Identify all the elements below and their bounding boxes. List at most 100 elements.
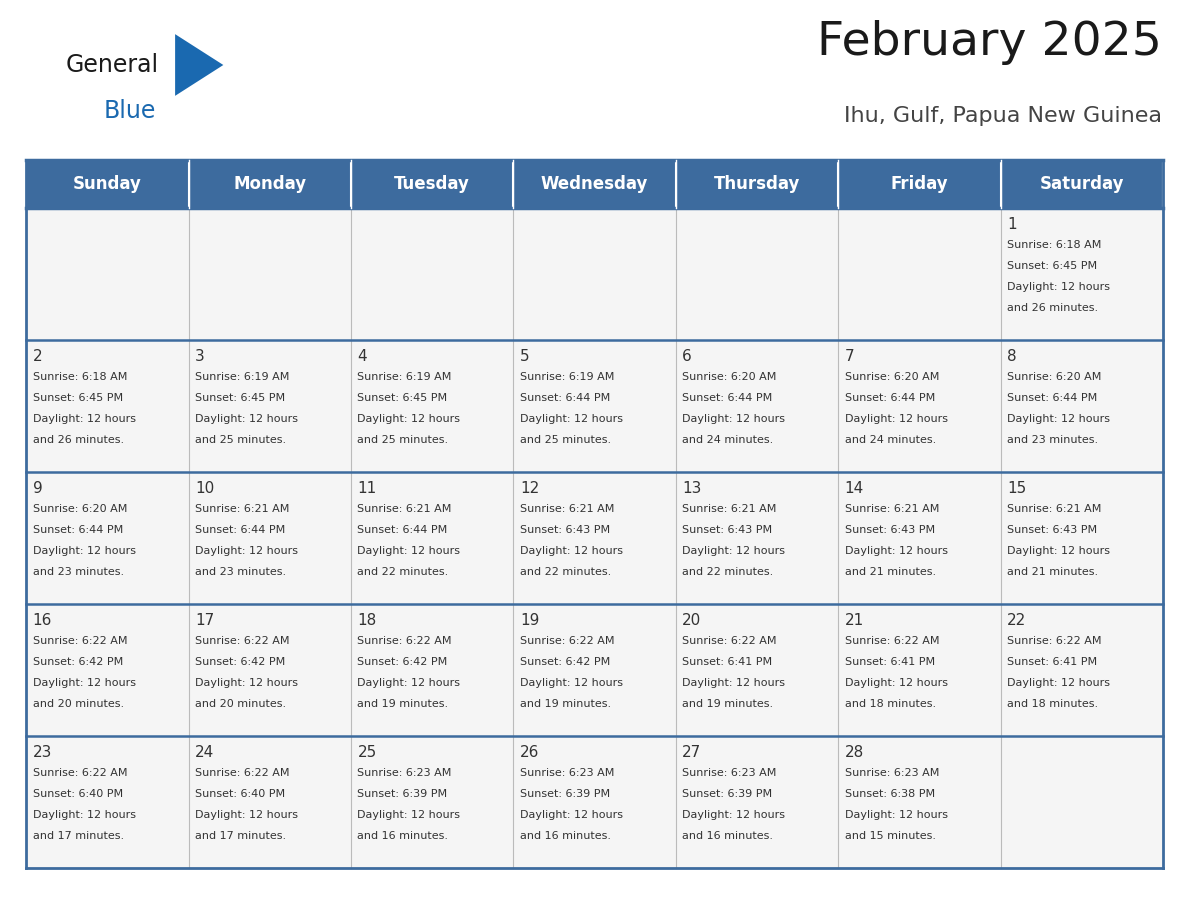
Text: and 16 minutes.: and 16 minutes. — [682, 831, 773, 841]
FancyBboxPatch shape — [513, 340, 676, 472]
Text: Sunset: 6:42 PM: Sunset: 6:42 PM — [520, 656, 611, 666]
Text: Sunrise: 6:22 AM: Sunrise: 6:22 AM — [195, 635, 290, 645]
Text: 23: 23 — [32, 744, 52, 760]
Text: Sunrise: 6:20 AM: Sunrise: 6:20 AM — [1007, 372, 1101, 382]
Text: Daylight: 12 hours: Daylight: 12 hours — [520, 414, 623, 424]
Text: Sunrise: 6:23 AM: Sunrise: 6:23 AM — [358, 767, 451, 778]
FancyBboxPatch shape — [26, 472, 189, 604]
Text: Daylight: 12 hours: Daylight: 12 hours — [195, 546, 298, 556]
Text: Thursday: Thursday — [714, 174, 801, 193]
FancyBboxPatch shape — [839, 207, 1000, 340]
Text: Sunset: 6:43 PM: Sunset: 6:43 PM — [520, 525, 609, 535]
Text: and 25 minutes.: and 25 minutes. — [358, 435, 449, 445]
Text: 19: 19 — [520, 613, 539, 628]
Text: Sunset: 6:42 PM: Sunset: 6:42 PM — [358, 656, 448, 666]
FancyBboxPatch shape — [350, 604, 513, 735]
Text: 8: 8 — [1007, 349, 1017, 364]
Text: Daylight: 12 hours: Daylight: 12 hours — [682, 414, 785, 424]
Text: Sunset: 6:45 PM: Sunset: 6:45 PM — [195, 393, 285, 403]
Text: and 24 minutes.: and 24 minutes. — [845, 435, 936, 445]
Text: Sunset: 6:42 PM: Sunset: 6:42 PM — [32, 656, 122, 666]
FancyBboxPatch shape — [350, 472, 513, 604]
FancyBboxPatch shape — [1000, 604, 1163, 735]
Text: and 21 minutes.: and 21 minutes. — [1007, 567, 1098, 577]
Text: Ihu, Gulf, Papua New Guinea: Ihu, Gulf, Papua New Guinea — [843, 106, 1162, 126]
Text: 28: 28 — [845, 744, 864, 760]
Text: Sunrise: 6:19 AM: Sunrise: 6:19 AM — [195, 372, 290, 382]
Text: Sunset: 6:43 PM: Sunset: 6:43 PM — [1007, 525, 1098, 535]
Text: Wednesday: Wednesday — [541, 174, 649, 193]
Text: Sunset: 6:39 PM: Sunset: 6:39 PM — [358, 789, 448, 799]
Text: and 20 minutes.: and 20 minutes. — [32, 699, 124, 709]
Text: Daylight: 12 hours: Daylight: 12 hours — [520, 546, 623, 556]
Text: Sunrise: 6:20 AM: Sunrise: 6:20 AM — [32, 504, 127, 514]
FancyBboxPatch shape — [513, 160, 676, 207]
Text: and 23 minutes.: and 23 minutes. — [32, 567, 124, 577]
Text: 20: 20 — [682, 613, 702, 628]
Text: 11: 11 — [358, 481, 377, 496]
Text: and 16 minutes.: and 16 minutes. — [358, 831, 448, 841]
FancyBboxPatch shape — [676, 735, 839, 868]
Text: Daylight: 12 hours: Daylight: 12 hours — [1007, 677, 1110, 688]
FancyBboxPatch shape — [676, 207, 839, 340]
Text: Sunrise: 6:23 AM: Sunrise: 6:23 AM — [845, 767, 939, 778]
Text: and 20 minutes.: and 20 minutes. — [195, 699, 286, 709]
Text: and 16 minutes.: and 16 minutes. — [520, 831, 611, 841]
Text: and 17 minutes.: and 17 minutes. — [32, 831, 124, 841]
Text: 9: 9 — [32, 481, 43, 496]
FancyBboxPatch shape — [26, 160, 189, 207]
FancyBboxPatch shape — [350, 160, 513, 207]
Text: 21: 21 — [845, 613, 864, 628]
Text: Sunset: 6:42 PM: Sunset: 6:42 PM — [195, 656, 285, 666]
Text: Daylight: 12 hours: Daylight: 12 hours — [845, 677, 948, 688]
Text: 22: 22 — [1007, 613, 1026, 628]
Text: Sunset: 6:44 PM: Sunset: 6:44 PM — [195, 525, 285, 535]
FancyBboxPatch shape — [513, 207, 676, 340]
Text: Sunset: 6:40 PM: Sunset: 6:40 PM — [32, 789, 122, 799]
Text: and 25 minutes.: and 25 minutes. — [195, 435, 286, 445]
FancyBboxPatch shape — [189, 160, 350, 207]
Text: Monday: Monday — [233, 174, 307, 193]
Text: Sunrise: 6:22 AM: Sunrise: 6:22 AM — [195, 767, 290, 778]
Text: and 22 minutes.: and 22 minutes. — [358, 567, 449, 577]
Text: 17: 17 — [195, 613, 214, 628]
Text: Sunrise: 6:22 AM: Sunrise: 6:22 AM — [845, 635, 940, 645]
Text: Friday: Friday — [891, 174, 948, 193]
Text: 4: 4 — [358, 349, 367, 364]
Text: Sunset: 6:38 PM: Sunset: 6:38 PM — [845, 789, 935, 799]
Text: Sunrise: 6:18 AM: Sunrise: 6:18 AM — [32, 372, 127, 382]
FancyBboxPatch shape — [1000, 735, 1163, 868]
Text: February 2025: February 2025 — [817, 20, 1162, 65]
Text: 3: 3 — [195, 349, 204, 364]
Text: Sunrise: 6:22 AM: Sunrise: 6:22 AM — [682, 635, 777, 645]
Text: Sunrise: 6:19 AM: Sunrise: 6:19 AM — [358, 372, 451, 382]
Text: 2: 2 — [32, 349, 43, 364]
Text: and 18 minutes.: and 18 minutes. — [1007, 699, 1098, 709]
Text: Sunset: 6:43 PM: Sunset: 6:43 PM — [682, 525, 772, 535]
Text: Daylight: 12 hours: Daylight: 12 hours — [358, 677, 461, 688]
FancyBboxPatch shape — [676, 160, 839, 207]
Text: Daylight: 12 hours: Daylight: 12 hours — [682, 810, 785, 820]
Text: Daylight: 12 hours: Daylight: 12 hours — [195, 414, 298, 424]
Text: Tuesday: Tuesday — [394, 174, 470, 193]
Text: and 24 minutes.: and 24 minutes. — [682, 435, 773, 445]
FancyBboxPatch shape — [513, 604, 676, 735]
Text: 16: 16 — [32, 613, 52, 628]
Text: 18: 18 — [358, 613, 377, 628]
Text: 27: 27 — [682, 744, 702, 760]
FancyBboxPatch shape — [839, 160, 1000, 207]
FancyBboxPatch shape — [513, 735, 676, 868]
Text: Sunset: 6:40 PM: Sunset: 6:40 PM — [195, 789, 285, 799]
Text: Daylight: 12 hours: Daylight: 12 hours — [1007, 414, 1110, 424]
FancyBboxPatch shape — [676, 472, 839, 604]
Text: Sunset: 6:45 PM: Sunset: 6:45 PM — [1007, 261, 1098, 271]
Text: and 22 minutes.: and 22 minutes. — [520, 567, 611, 577]
Text: Daylight: 12 hours: Daylight: 12 hours — [358, 810, 461, 820]
Text: Daylight: 12 hours: Daylight: 12 hours — [195, 810, 298, 820]
Text: and 23 minutes.: and 23 minutes. — [1007, 435, 1098, 445]
Text: 12: 12 — [520, 481, 539, 496]
Text: Daylight: 12 hours: Daylight: 12 hours — [845, 810, 948, 820]
Text: Daylight: 12 hours: Daylight: 12 hours — [682, 677, 785, 688]
Text: Sunset: 6:41 PM: Sunset: 6:41 PM — [845, 656, 935, 666]
Text: Sunrise: 6:21 AM: Sunrise: 6:21 AM — [682, 504, 777, 514]
